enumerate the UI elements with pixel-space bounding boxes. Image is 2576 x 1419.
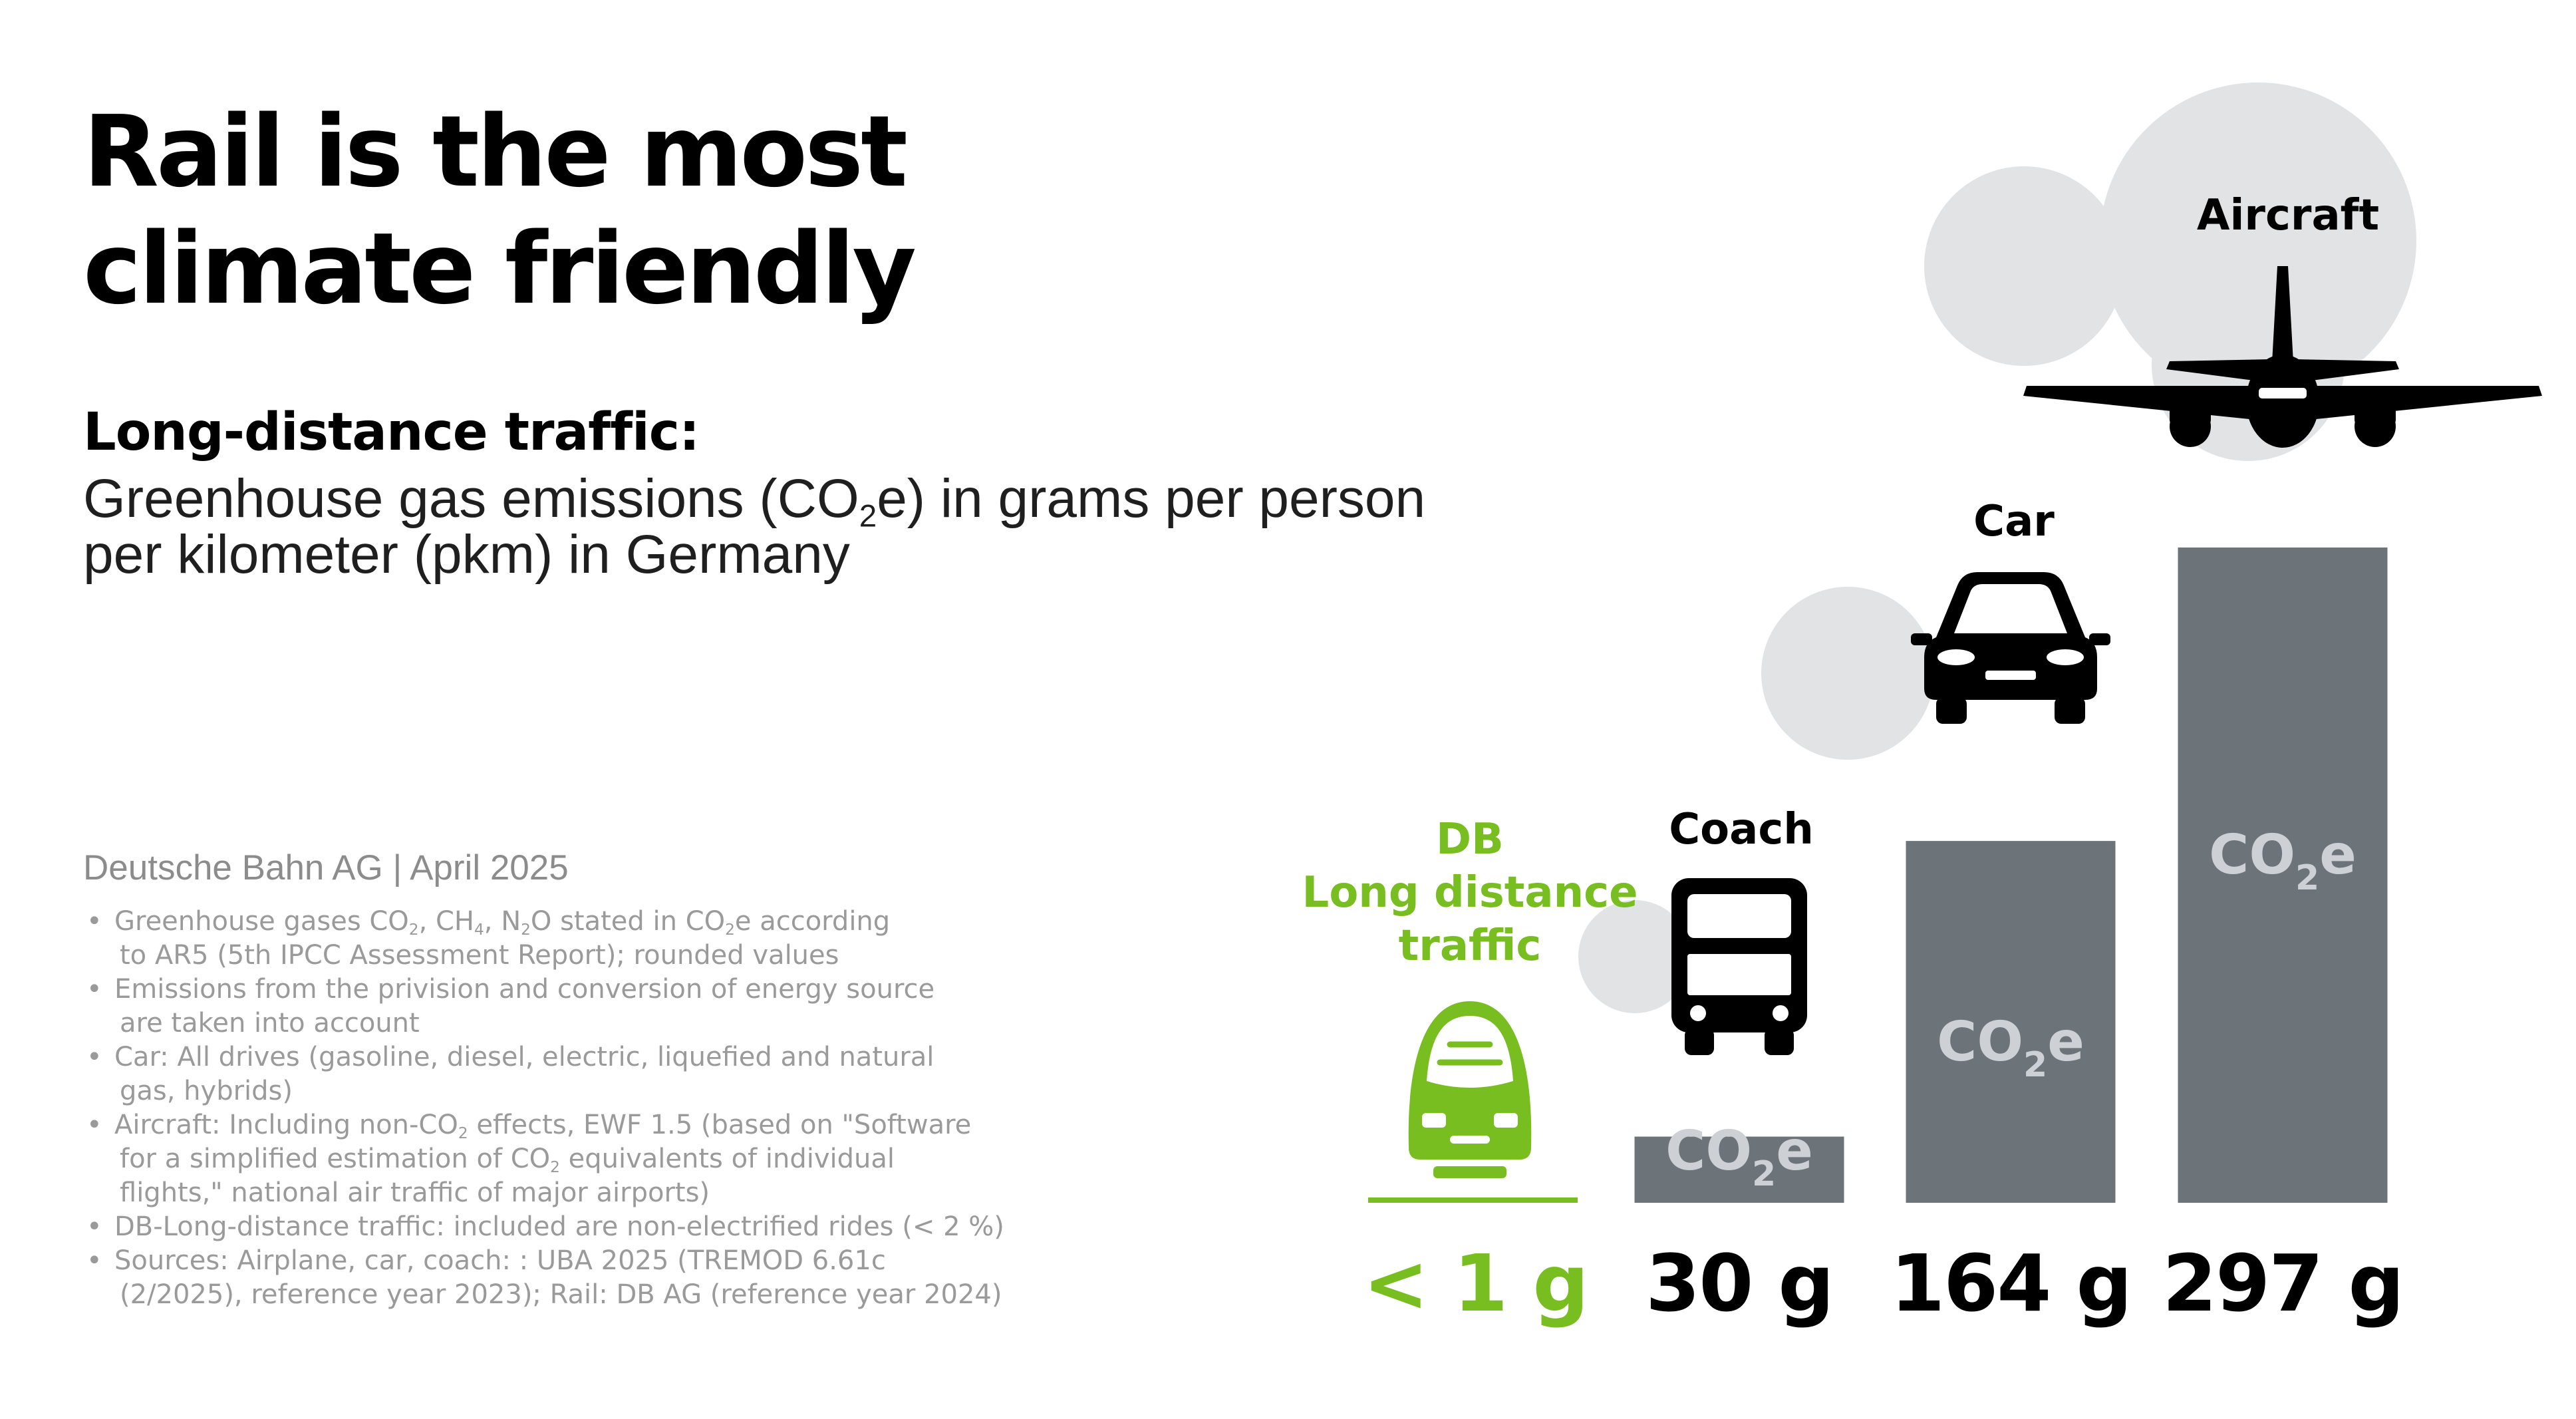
value-label-2: 30 g [1646, 1237, 1833, 1329]
subheading: Long-distance traffic: [83, 402, 700, 462]
note-aircraft: Aircraft: Including non-CO2 effects, EWF… [86, 1108, 1031, 1210]
bar-co2e-label: CO2e [1937, 1011, 2084, 1085]
category-label-1: DB Long distance traffic [1302, 815, 1638, 971]
cloud-shape [1578, 900, 1691, 1013]
description-line-1: Greenhouse gas emissions (CO2e) in grams… [83, 468, 1426, 534]
note-sources: Sources: Airplane, car, coach: : UBA 202… [86, 1244, 1031, 1312]
value-label-4: 297 g [2162, 1237, 2403, 1329]
db-baseline-line [1368, 1197, 1578, 1203]
value-label-1: < 1 g [1363, 1237, 1588, 1329]
category-label-2: Coach [1669, 805, 1814, 854]
note-greenhouse-gases: Greenhouse gases CO2, CH4, N2O stated in… [86, 905, 1031, 973]
footnotes-list: Greenhouse gases CO2, CH4, N2O stated in… [86, 905, 1031, 1312]
note-energy-source: Emissions from the privision and convers… [86, 973, 1031, 1040]
page-title: Rail is the most climate friendly [83, 93, 1147, 327]
title-line-1: Rail is the most [83, 94, 908, 209]
bar-co2e-label: CO2e [1665, 1120, 1813, 1194]
note-db-long-distance: DB-Long-distance traffic: included are n… [86, 1210, 1031, 1244]
train-icon [1408, 1001, 1532, 1178]
category-label-3: Car [1973, 497, 2055, 546]
bar-3 [1906, 841, 2116, 1203]
cloud-shape [1761, 587, 1934, 760]
title-line-2: climate friendly [83, 212, 917, 326]
description-line-2: per kilometer (pkm) in Germany [83, 524, 850, 585]
bar-2 [1634, 1136, 1844, 1203]
bar-co2e-label: CO2e [2209, 824, 2357, 898]
chart-description: Greenhouse gas emissions (CO2e) in grams… [83, 471, 1480, 583]
bar-4 [2178, 548, 2388, 1203]
source-credit: Deutsche Bahn AG | April 2025 [83, 848, 569, 887]
note-car: Car: All drives (gasoline, diesel, elect… [86, 1040, 1031, 1108]
bus-icon [1671, 878, 1807, 1055]
airplane-icon [2023, 266, 2542, 448]
category-label-4: Aircraft [2197, 191, 2379, 240]
car-icon [1911, 572, 2110, 724]
cloud-shape [1924, 166, 2124, 366]
value-label-3: 164 g [1890, 1237, 2131, 1329]
